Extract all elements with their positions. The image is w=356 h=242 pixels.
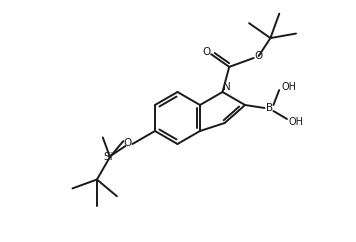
Text: O: O (123, 138, 132, 148)
Text: B: B (266, 103, 273, 113)
Text: OH: OH (288, 117, 303, 127)
Text: Si: Si (103, 152, 113, 162)
Text: O: O (255, 51, 263, 61)
Text: O: O (202, 47, 210, 57)
Text: OH: OH (282, 82, 297, 92)
Text: N: N (222, 82, 230, 92)
